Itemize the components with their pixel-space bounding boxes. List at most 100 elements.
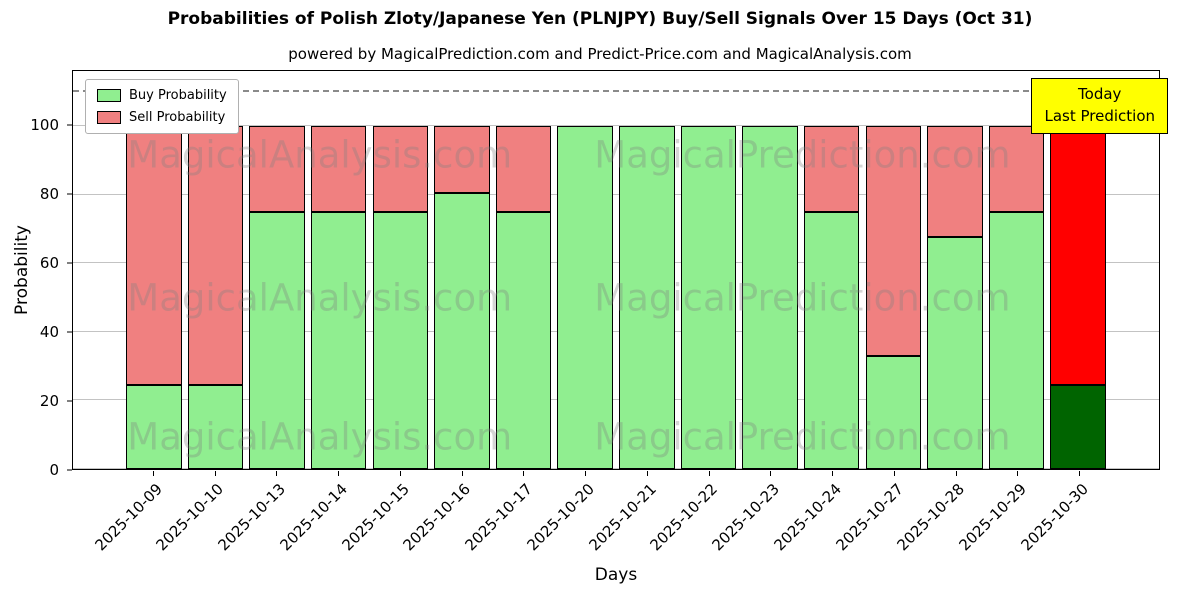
buy-segment bbox=[310, 211, 367, 469]
buy-segment bbox=[803, 211, 860, 469]
x-tickmark bbox=[832, 471, 834, 476]
bar-slot bbox=[801, 71, 863, 469]
sell-segment bbox=[187, 125, 244, 385]
x-tick-cell: 2025-10-30 bbox=[1017, 471, 1110, 571]
legend: Buy Probability Sell Probability bbox=[85, 79, 239, 134]
bar-slot bbox=[493, 71, 555, 469]
plot-area: MagicalAnalysis.com MagicalPrediction.com… bbox=[72, 70, 1168, 470]
buy-segment bbox=[865, 355, 922, 469]
y-tickmark bbox=[67, 469, 72, 471]
sell-segment bbox=[1050, 125, 1106, 385]
y-axis-ticks: 0 20 40 60 80 100 bbox=[0, 70, 72, 479]
bar-slot bbox=[924, 71, 986, 469]
bar-2025-10-20 bbox=[557, 71, 613, 469]
buy-segment bbox=[619, 125, 675, 469]
x-tick-cell: 2025-10-20 bbox=[523, 471, 616, 571]
sell-segment bbox=[249, 125, 305, 212]
bar-slot bbox=[986, 71, 1048, 469]
x-tickmark bbox=[708, 471, 710, 476]
bar-2025-10-21 bbox=[619, 71, 675, 469]
x-axis-ticks: 2025-10-09 2025-10-10 2025-10-13 2025-10-14… bbox=[72, 471, 1160, 571]
legend-buy-label: Buy Probability bbox=[129, 88, 227, 103]
today-annotation: Today Last Prediction bbox=[1031, 78, 1168, 134]
bar-slot bbox=[1047, 71, 1109, 469]
bars-container bbox=[73, 71, 1159, 469]
y-tick-100: 100 bbox=[30, 116, 59, 135]
y-tickmark bbox=[67, 400, 72, 402]
bar-2025-10-28 bbox=[927, 71, 983, 469]
x-tickmark bbox=[1017, 471, 1019, 476]
bar-slot bbox=[246, 71, 308, 469]
legend-sell-label: Sell Probability bbox=[129, 110, 226, 125]
today-annotation-line1: Today bbox=[1078, 85, 1122, 103]
buy-segment bbox=[988, 211, 1045, 469]
buy-segment bbox=[495, 211, 552, 469]
x-tickmark bbox=[338, 471, 340, 476]
y-tick-60: 60 bbox=[39, 254, 59, 273]
y-tickmark bbox=[67, 124, 72, 126]
buy-segment bbox=[557, 125, 613, 469]
bar-slot bbox=[370, 71, 432, 469]
x-tick-cell: 2025-10-28 bbox=[894, 471, 987, 571]
x-tick-cell: 2025-10-14 bbox=[276, 471, 369, 571]
legend-item-sell: Sell Probability bbox=[97, 110, 227, 125]
sell-segment bbox=[803, 125, 860, 212]
x-tick-cell: 2025-10-10 bbox=[153, 471, 246, 571]
gridline-60 bbox=[73, 262, 1159, 264]
bar-2025-10-16 bbox=[434, 71, 490, 469]
x-tickmark bbox=[893, 471, 895, 476]
bar-2025-10-23 bbox=[742, 71, 798, 469]
y-tick-0: 0 bbox=[49, 461, 59, 479]
chart-title: Probabilities of Polish Zloty/Japanese Y… bbox=[167, 9, 1033, 29]
dashed-threshold-line bbox=[73, 89, 1159, 92]
bar-slot bbox=[616, 71, 678, 469]
buy-segment bbox=[434, 192, 490, 469]
sell-segment bbox=[988, 125, 1045, 212]
buy-segment bbox=[1050, 384, 1106, 469]
x-tickmark bbox=[770, 471, 772, 476]
bar-2025-10-13 bbox=[249, 71, 305, 469]
gridline-20 bbox=[73, 399, 1159, 401]
sell-segment bbox=[126, 125, 182, 385]
chart-subtitle: powered by MagicalPrediction.com and Pre… bbox=[288, 45, 912, 63]
bar-slot bbox=[739, 71, 801, 469]
x-tickmark bbox=[646, 471, 648, 476]
y-tickmark bbox=[67, 193, 72, 195]
sell-segment bbox=[865, 125, 922, 356]
bar-2025-10-14 bbox=[310, 71, 367, 469]
sell-segment bbox=[927, 125, 983, 238]
bar-2025-10-27 bbox=[865, 71, 922, 469]
bar-slot bbox=[308, 71, 370, 469]
x-tick-cell: 2025-10-15 bbox=[338, 471, 431, 571]
sell-segment bbox=[372, 125, 429, 212]
sell-segment bbox=[310, 125, 367, 212]
x-tickmark bbox=[1079, 471, 1081, 476]
buy-segment bbox=[927, 237, 983, 469]
bar-2025-10-17 bbox=[495, 71, 552, 469]
x-tickmark bbox=[523, 471, 525, 476]
x-tick-cell: 2025-10-23 bbox=[709, 471, 802, 571]
bar-slot bbox=[678, 71, 740, 469]
bar-slot bbox=[554, 71, 616, 469]
x-tickmark bbox=[461, 471, 463, 476]
x-tick-cell: 2025-10-29 bbox=[956, 471, 1049, 571]
x-tick-cell: 2025-10-09 bbox=[91, 471, 184, 571]
bar-2025-10-15 bbox=[372, 71, 429, 469]
x-tickmark bbox=[214, 471, 216, 476]
gridline-100 bbox=[73, 124, 1159, 126]
x-tick-cell: 2025-10-17 bbox=[462, 471, 555, 571]
legend-item-buy: Buy Probability bbox=[97, 88, 227, 103]
buy-segment bbox=[126, 384, 182, 469]
bar-2025-10-24 bbox=[803, 71, 860, 469]
y-tick-20: 20 bbox=[39, 392, 59, 411]
bar-2025-10-22 bbox=[680, 71, 737, 469]
gridlines bbox=[73, 71, 1159, 469]
buy-probability-swatch bbox=[97, 89, 121, 102]
x-tick-cell: 2025-10-27 bbox=[832, 471, 925, 571]
today-annotation-line2: Last Prediction bbox=[1044, 106, 1155, 125]
sell-segment bbox=[495, 125, 552, 212]
gridline-80 bbox=[73, 193, 1159, 195]
bar-slot bbox=[863, 71, 925, 469]
x-tick-cell: 2025-10-21 bbox=[585, 471, 678, 571]
